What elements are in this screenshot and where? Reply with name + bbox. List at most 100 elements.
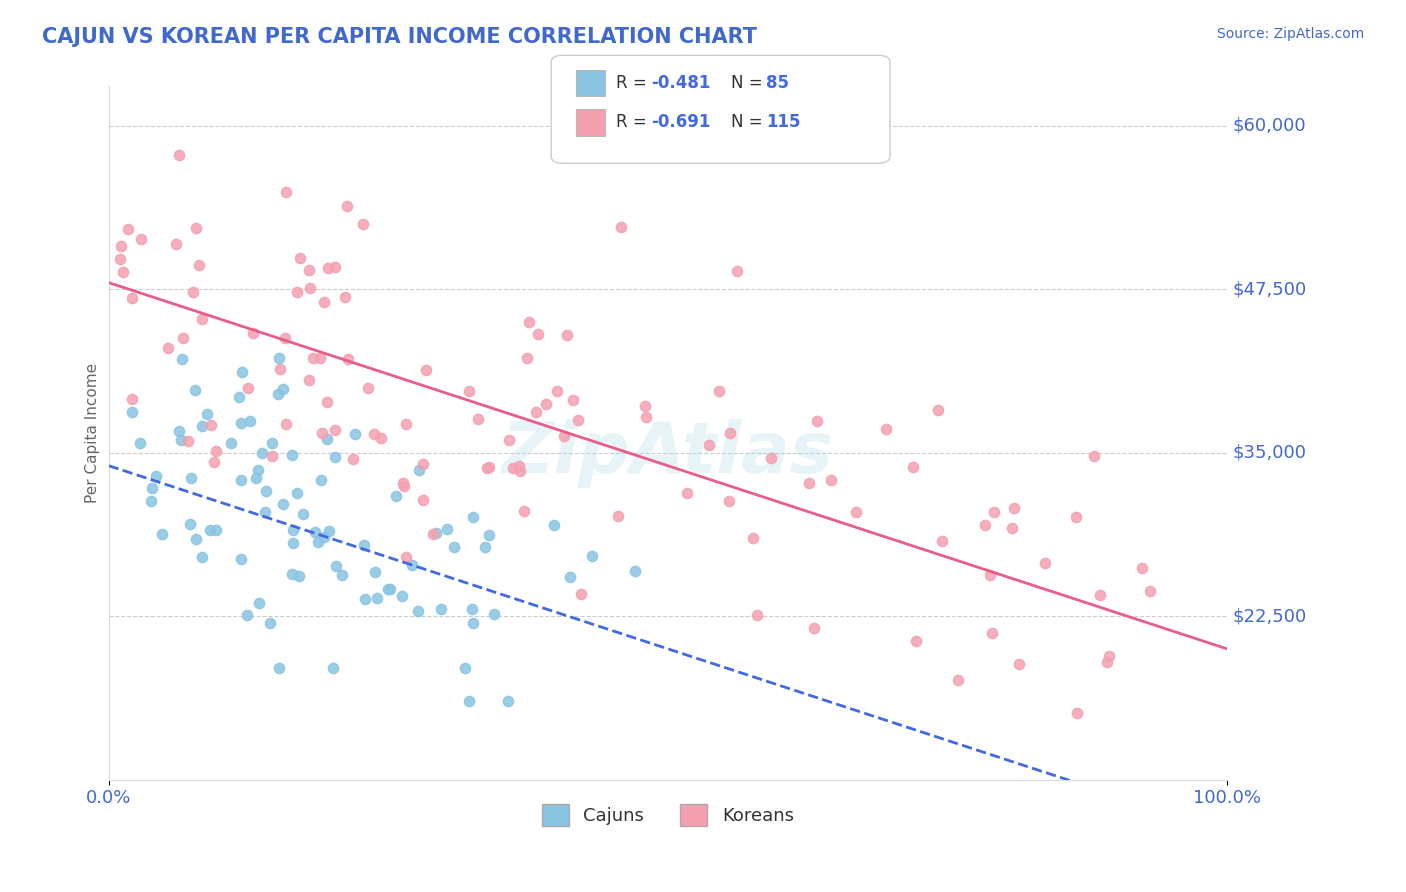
Point: [1130, 561, 1153, 575]
Point: [307, 535, 329, 549]
Point: [269, 362, 291, 376]
Point: [231, 552, 253, 566]
Point: [973, 518, 995, 533]
Point: [204, 444, 226, 458]
Point: [262, 435, 284, 450]
Point: [475, 461, 498, 475]
Point: [581, 549, 603, 563]
Point: [336, 199, 359, 213]
Text: ZipAtlas: ZipAtlas: [502, 419, 834, 488]
Point: [298, 281, 321, 295]
Point: [845, 505, 868, 519]
Point: [412, 493, 434, 508]
Point: [170, 433, 193, 447]
Point: [1008, 657, 1031, 671]
Point: [274, 417, 297, 431]
Point: [298, 373, 321, 387]
Point: [875, 422, 897, 436]
Point: [312, 530, 335, 544]
Point: [312, 294, 335, 309]
Point: [180, 471, 202, 485]
Point: [330, 568, 353, 582]
Point: [301, 351, 323, 365]
Point: [429, 602, 451, 616]
Point: [254, 484, 277, 499]
Point: [336, 352, 359, 367]
Point: [150, 527, 173, 541]
Point: [370, 431, 392, 445]
Point: [1066, 706, 1088, 721]
Point: [172, 352, 194, 367]
Point: [461, 602, 484, 616]
Point: [378, 582, 401, 596]
Point: [496, 694, 519, 708]
Point: [903, 459, 925, 474]
Text: -0.481: -0.481: [651, 74, 710, 92]
Point: [205, 523, 228, 537]
Point: [344, 426, 367, 441]
Point: [1139, 584, 1161, 599]
Point: [983, 505, 1005, 519]
Point: [457, 694, 479, 708]
Point: [200, 417, 222, 432]
Point: [461, 509, 484, 524]
Point: [172, 331, 194, 345]
Point: [121, 392, 143, 406]
Point: [245, 471, 267, 485]
Point: [288, 251, 311, 265]
Point: [401, 558, 423, 573]
Point: [304, 525, 326, 540]
Point: [253, 505, 276, 519]
Text: R =: R =: [616, 113, 652, 131]
Point: [467, 412, 489, 426]
Point: [610, 219, 633, 234]
Text: $35,000: $35,000: [1233, 443, 1306, 461]
Point: [281, 536, 304, 550]
Point: [979, 567, 1001, 582]
Point: [607, 508, 630, 523]
Point: [231, 365, 253, 379]
Text: CAJUN VS KOREAN PER CAPITA INCOME CORRELATION CHART: CAJUN VS KOREAN PER CAPITA INCOME CORREL…: [42, 27, 758, 46]
Point: [513, 503, 536, 517]
Point: [353, 218, 375, 232]
Point: [167, 424, 190, 438]
Text: $47,500: $47,500: [1233, 280, 1306, 298]
Point: [247, 463, 270, 477]
Point: [425, 525, 447, 540]
Point: [269, 661, 291, 675]
Point: [718, 426, 741, 441]
Point: [269, 351, 291, 365]
Point: [561, 392, 583, 407]
Point: [385, 489, 408, 503]
Point: [931, 533, 953, 548]
Point: [285, 486, 308, 500]
Point: [395, 549, 418, 564]
Point: [179, 516, 201, 531]
Point: [322, 660, 344, 674]
Point: [315, 394, 337, 409]
Point: [238, 381, 260, 395]
Point: [198, 523, 221, 537]
Point: [298, 262, 321, 277]
Point: [454, 661, 477, 675]
Text: $22,500: $22,500: [1233, 607, 1306, 625]
Point: [927, 403, 949, 417]
Point: [634, 409, 657, 424]
Point: [121, 291, 143, 305]
Text: R =: R =: [616, 74, 652, 92]
Point: [1066, 509, 1088, 524]
Point: [291, 508, 314, 522]
Point: [191, 419, 214, 434]
Point: [357, 381, 380, 395]
Point: [395, 417, 418, 432]
Point: [202, 455, 225, 469]
Point: [121, 405, 143, 419]
Point: [315, 432, 337, 446]
Point: [141, 481, 163, 495]
Point: [519, 315, 541, 329]
Point: [342, 451, 364, 466]
Point: [235, 607, 257, 622]
Point: [546, 384, 568, 399]
Point: [391, 589, 413, 603]
Point: [267, 386, 290, 401]
